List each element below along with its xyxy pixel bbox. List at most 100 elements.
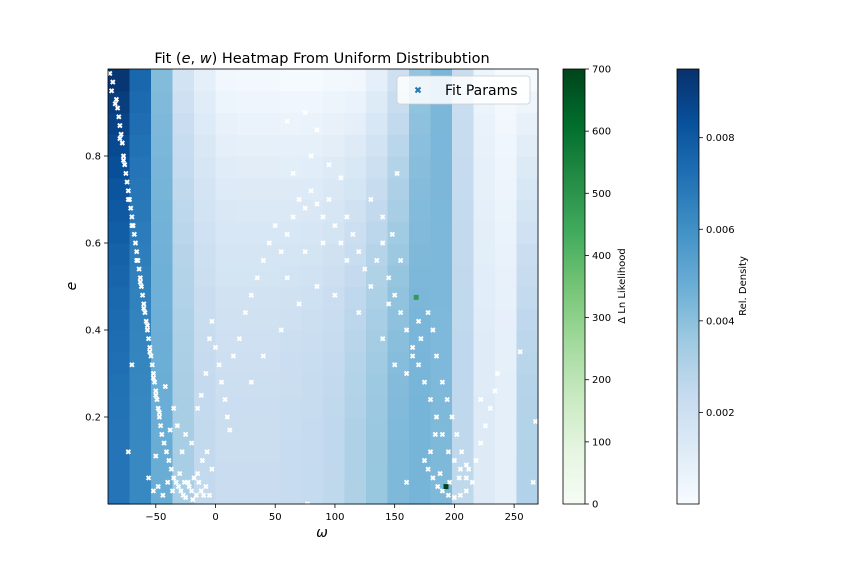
heatmap-cell bbox=[301, 286, 324, 309]
heatmap-cell bbox=[151, 134, 174, 157]
heatmap-cell bbox=[151, 330, 174, 353]
heatmap-cell bbox=[194, 308, 217, 331]
heatmap-cell bbox=[323, 351, 346, 375]
heatmap-cell bbox=[409, 264, 432, 288]
fit-param-point bbox=[454, 431, 460, 438]
fit-param-point bbox=[326, 196, 332, 203]
fit-param-point bbox=[174, 422, 181, 429]
fit-param-point bbox=[314, 127, 320, 133]
heatmap-cell bbox=[237, 69, 260, 92]
fit-param-point bbox=[120, 153, 127, 159]
colorbar-tick-label: 400 bbox=[592, 251, 611, 262]
fit-param-point bbox=[196, 479, 202, 486]
heatmap-cell bbox=[344, 351, 367, 375]
heatmap-cell bbox=[344, 112, 367, 135]
heatmap-cell bbox=[194, 112, 217, 135]
heatmap-cell bbox=[108, 351, 131, 375]
heatmap-cell bbox=[430, 373, 453, 396]
heatmap-cell bbox=[215, 438, 238, 462]
heatmap-cell bbox=[495, 460, 518, 483]
heatmap-cell bbox=[108, 243, 131, 266]
heatmap-cell bbox=[366, 482, 389, 505]
fit-param-point bbox=[449, 414, 455, 420]
fit-param-point bbox=[200, 492, 207, 499]
heatmap-cell bbox=[194, 90, 217, 114]
fit-param-point bbox=[356, 248, 362, 255]
heatmap-cell bbox=[344, 308, 367, 331]
heatmap-cell bbox=[215, 286, 238, 309]
heatmap-cell bbox=[301, 482, 324, 505]
fit-param-point bbox=[169, 488, 176, 494]
heatmap-cell bbox=[344, 221, 367, 244]
fit-param-point bbox=[397, 309, 404, 316]
heatmap-cell bbox=[215, 112, 238, 135]
fit-param-point bbox=[430, 327, 436, 333]
heatmap-cell bbox=[301, 395, 324, 418]
heatmap-cell bbox=[516, 373, 539, 396]
fit-param-point bbox=[517, 349, 523, 355]
heatmap-cell bbox=[344, 134, 367, 157]
heatmap-cell bbox=[516, 351, 539, 375]
heatmap-cell bbox=[495, 156, 518, 179]
heatmap-cell bbox=[387, 308, 410, 331]
fit-param-point bbox=[254, 275, 261, 281]
fit-param-point bbox=[389, 231, 396, 238]
heatmap-cell bbox=[258, 177, 281, 201]
heatmap-cell bbox=[344, 417, 367, 440]
fit-param-point bbox=[131, 231, 138, 238]
heatmap-cell bbox=[151, 460, 174, 483]
fit-param-point bbox=[415, 318, 422, 325]
fit-param-point bbox=[320, 214, 326, 220]
heatmap-cell bbox=[194, 69, 217, 92]
heatmap-cell bbox=[516, 112, 539, 135]
heatmap-cell bbox=[366, 69, 389, 92]
heatmap-cell bbox=[280, 351, 303, 375]
heatmap-cell bbox=[172, 69, 195, 92]
heatmap-cell bbox=[129, 438, 152, 462]
colorbar-tick-label: 0 bbox=[592, 500, 598, 511]
fit-param-point bbox=[222, 396, 228, 403]
heatmap-cell bbox=[430, 199, 453, 222]
heatmap-cell bbox=[237, 373, 260, 396]
heatmap-cell bbox=[172, 264, 195, 288]
fit-param-point bbox=[224, 414, 231, 420]
fit-param-point bbox=[156, 409, 163, 416]
fit-param-point bbox=[163, 449, 170, 455]
fit-param-point bbox=[332, 292, 338, 298]
fit-param-point bbox=[190, 496, 196, 503]
heatmap-cell bbox=[516, 482, 539, 505]
colorbar-density-ticks: 0.002 0.004 0.006 0.008 bbox=[699, 133, 735, 419]
heatmap-cell bbox=[323, 112, 346, 135]
heatmap-cell bbox=[344, 395, 367, 418]
fit-param-point bbox=[182, 431, 189, 438]
fit-param-point bbox=[439, 431, 446, 438]
fit-param-point bbox=[157, 422, 164, 429]
heatmap-cell bbox=[387, 482, 410, 505]
likelihood-marker bbox=[413, 294, 419, 300]
fit-param-point bbox=[127, 205, 134, 211]
fit-param-point bbox=[278, 327, 284, 333]
fit-param-point bbox=[314, 201, 320, 207]
x-axis-label: ω bbox=[316, 525, 328, 541]
fit-param-point bbox=[456, 475, 462, 481]
fit-param-point bbox=[182, 494, 189, 501]
fit-param-point bbox=[141, 305, 147, 312]
fit-param-point bbox=[145, 335, 152, 342]
fit-param-point bbox=[162, 383, 169, 390]
fit-param-point bbox=[198, 488, 204, 494]
colorbar-density: 0.002 0.004 0.006 0.008 Rel. Density bbox=[676, 68, 749, 505]
heatmap-cell bbox=[430, 112, 453, 135]
y-tick-label: 0.2 bbox=[85, 413, 101, 424]
fit-param-point bbox=[151, 379, 158, 385]
heatmap-cell bbox=[301, 221, 324, 244]
fit-param-point bbox=[145, 475, 152, 481]
heatmap-cell bbox=[495, 112, 518, 135]
fit-param-point bbox=[136, 266, 142, 272]
fit-param-point bbox=[230, 353, 237, 359]
x-axis-ticks: −50 0 50 100 150 200 250 bbox=[145, 504, 524, 523]
colorbar-tick-label: 0.008 bbox=[706, 133, 735, 144]
fit-param-point bbox=[415, 362, 422, 368]
heatmap-cell bbox=[194, 177, 217, 201]
heatmap-cell bbox=[516, 221, 539, 244]
fit-param-point bbox=[445, 449, 452, 455]
